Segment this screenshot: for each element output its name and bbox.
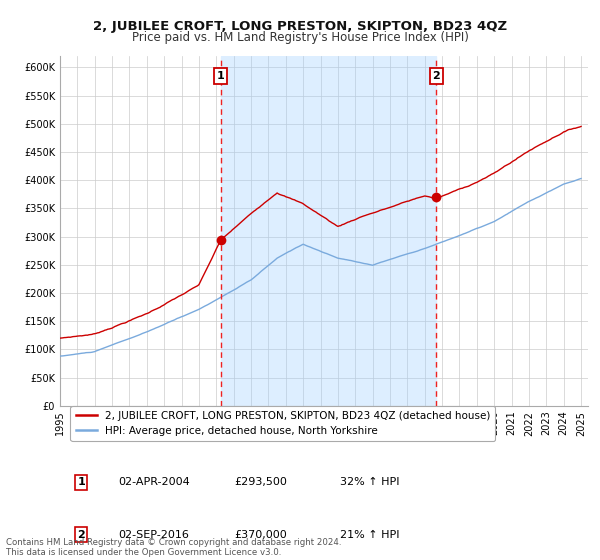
Bar [221, 56, 436, 406]
Text: 2: 2 [433, 71, 440, 81]
Text: 02-SEP-2016: 02-SEP-2016 [118, 530, 189, 540]
Text: 1: 1 [217, 71, 224, 81]
Text: 21% ↑ HPI: 21% ↑ HPI [340, 530, 400, 540]
Text: 32% ↑ HPI: 32% ↑ HPI [340, 477, 400, 487]
Text: £293,500: £293,500 [234, 477, 287, 487]
Legend: 2, JUBILEE CROFT, LONG PRESTON, SKIPTON, BD23 4QZ (detached house), HPI: Average: 2, JUBILEE CROFT, LONG PRESTON, SKIPTON,… [70, 405, 496, 441]
Text: 2: 2 [77, 530, 85, 540]
Text: 1: 1 [77, 477, 85, 487]
Text: Contains HM Land Registry data © Crown copyright and database right 2024.
This d: Contains HM Land Registry data © Crown c… [6, 538, 341, 557]
Text: 02-APR-2004: 02-APR-2004 [118, 477, 190, 487]
Text: £370,000: £370,000 [234, 530, 287, 540]
Text: Price paid vs. HM Land Registry's House Price Index (HPI): Price paid vs. HM Land Registry's House … [131, 31, 469, 44]
Text: 2, JUBILEE CROFT, LONG PRESTON, SKIPTON, BD23 4QZ: 2, JUBILEE CROFT, LONG PRESTON, SKIPTON,… [93, 20, 507, 32]
